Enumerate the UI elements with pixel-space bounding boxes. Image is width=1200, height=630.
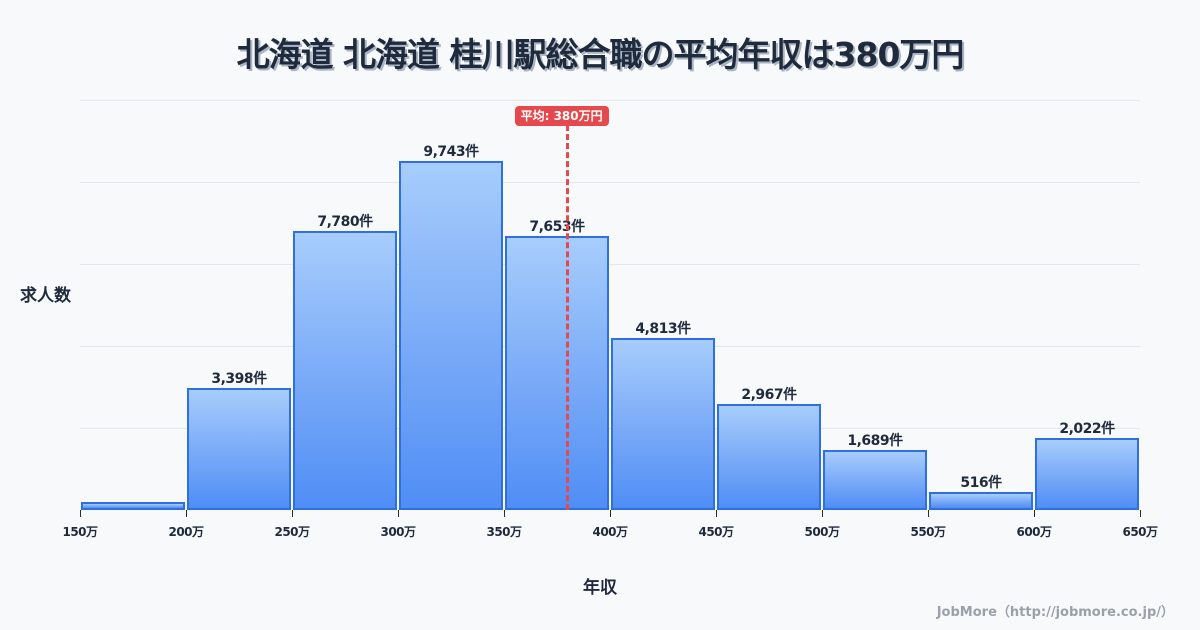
- histogram-bar: [717, 403, 821, 510]
- gridline: [80, 346, 1140, 347]
- y-axis-label: 求人数: [20, 286, 71, 306]
- bar-value-label: 4,813件: [635, 320, 691, 337]
- x-tick: [1034, 510, 1035, 517]
- chart-title: 北海道 北海道 桂川駅総合職の平均年収は380万円: [236, 35, 965, 74]
- bar-value-label: 516件: [960, 474, 1002, 491]
- x-tick: [1140, 510, 1141, 517]
- x-tick: [610, 510, 611, 517]
- x-tick-label: 500万: [804, 525, 840, 539]
- histogram-bar: [399, 161, 503, 510]
- histogram-bar: [293, 231, 397, 510]
- footer-credit: JobMore（http://jobmore.co.jp/）: [936, 605, 1174, 620]
- average-badge: 平均: 380万円: [514, 106, 609, 126]
- bar-value-label: 3,398件: [211, 371, 267, 388]
- x-tick-label: 150万: [62, 525, 98, 539]
- bar-value-label: 9,743件: [423, 144, 479, 161]
- x-tick-label: 600万: [1016, 525, 1052, 539]
- x-tick-label: 550万: [910, 525, 946, 539]
- x-tick: [822, 510, 823, 517]
- x-tick: [928, 510, 929, 517]
- gridline: [80, 264, 1140, 265]
- x-tick: [398, 510, 399, 517]
- gridline: [80, 100, 1140, 101]
- histogram-bar: [187, 388, 291, 510]
- bar-value-label: 2,967件: [741, 386, 797, 403]
- gridline: [80, 428, 1140, 429]
- x-tick: [186, 510, 187, 517]
- bar-value-label: 2,022件: [1059, 420, 1115, 437]
- histogram-bar: [81, 502, 185, 510]
- histogram-bar: [823, 449, 927, 510]
- x-tick: [716, 510, 717, 517]
- histogram-bar: [611, 337, 715, 510]
- bar-value-label: 7,653件: [529, 218, 585, 235]
- x-axis-label: 年収: [583, 578, 617, 598]
- gridline: [80, 182, 1140, 183]
- x-tick-label: 450万: [698, 525, 734, 539]
- x-tick-label: 650万: [1122, 525, 1158, 539]
- x-tick: [504, 510, 505, 517]
- average-line: [566, 125, 570, 510]
- x-tick-label: 350万: [486, 525, 522, 539]
- bar-value-label: 1,689件: [847, 432, 903, 449]
- x-tick: [292, 510, 293, 517]
- histogram-bar: [929, 491, 1033, 510]
- x-tick-label: 300万: [380, 525, 416, 539]
- x-tick-label: 250万: [274, 525, 310, 539]
- x-tick-label: 200万: [168, 525, 204, 539]
- x-tick-label: 400万: [592, 525, 628, 539]
- histogram-bar: [505, 235, 609, 510]
- histogram-bar: [1035, 437, 1139, 510]
- plot-area: 3,398件 7,780件 9,743件 7,653件 4,813件 2,967件 1,68…: [80, 100, 1140, 510]
- x-tick: [80, 510, 81, 517]
- bar-value-label: 7,780件: [317, 214, 373, 231]
